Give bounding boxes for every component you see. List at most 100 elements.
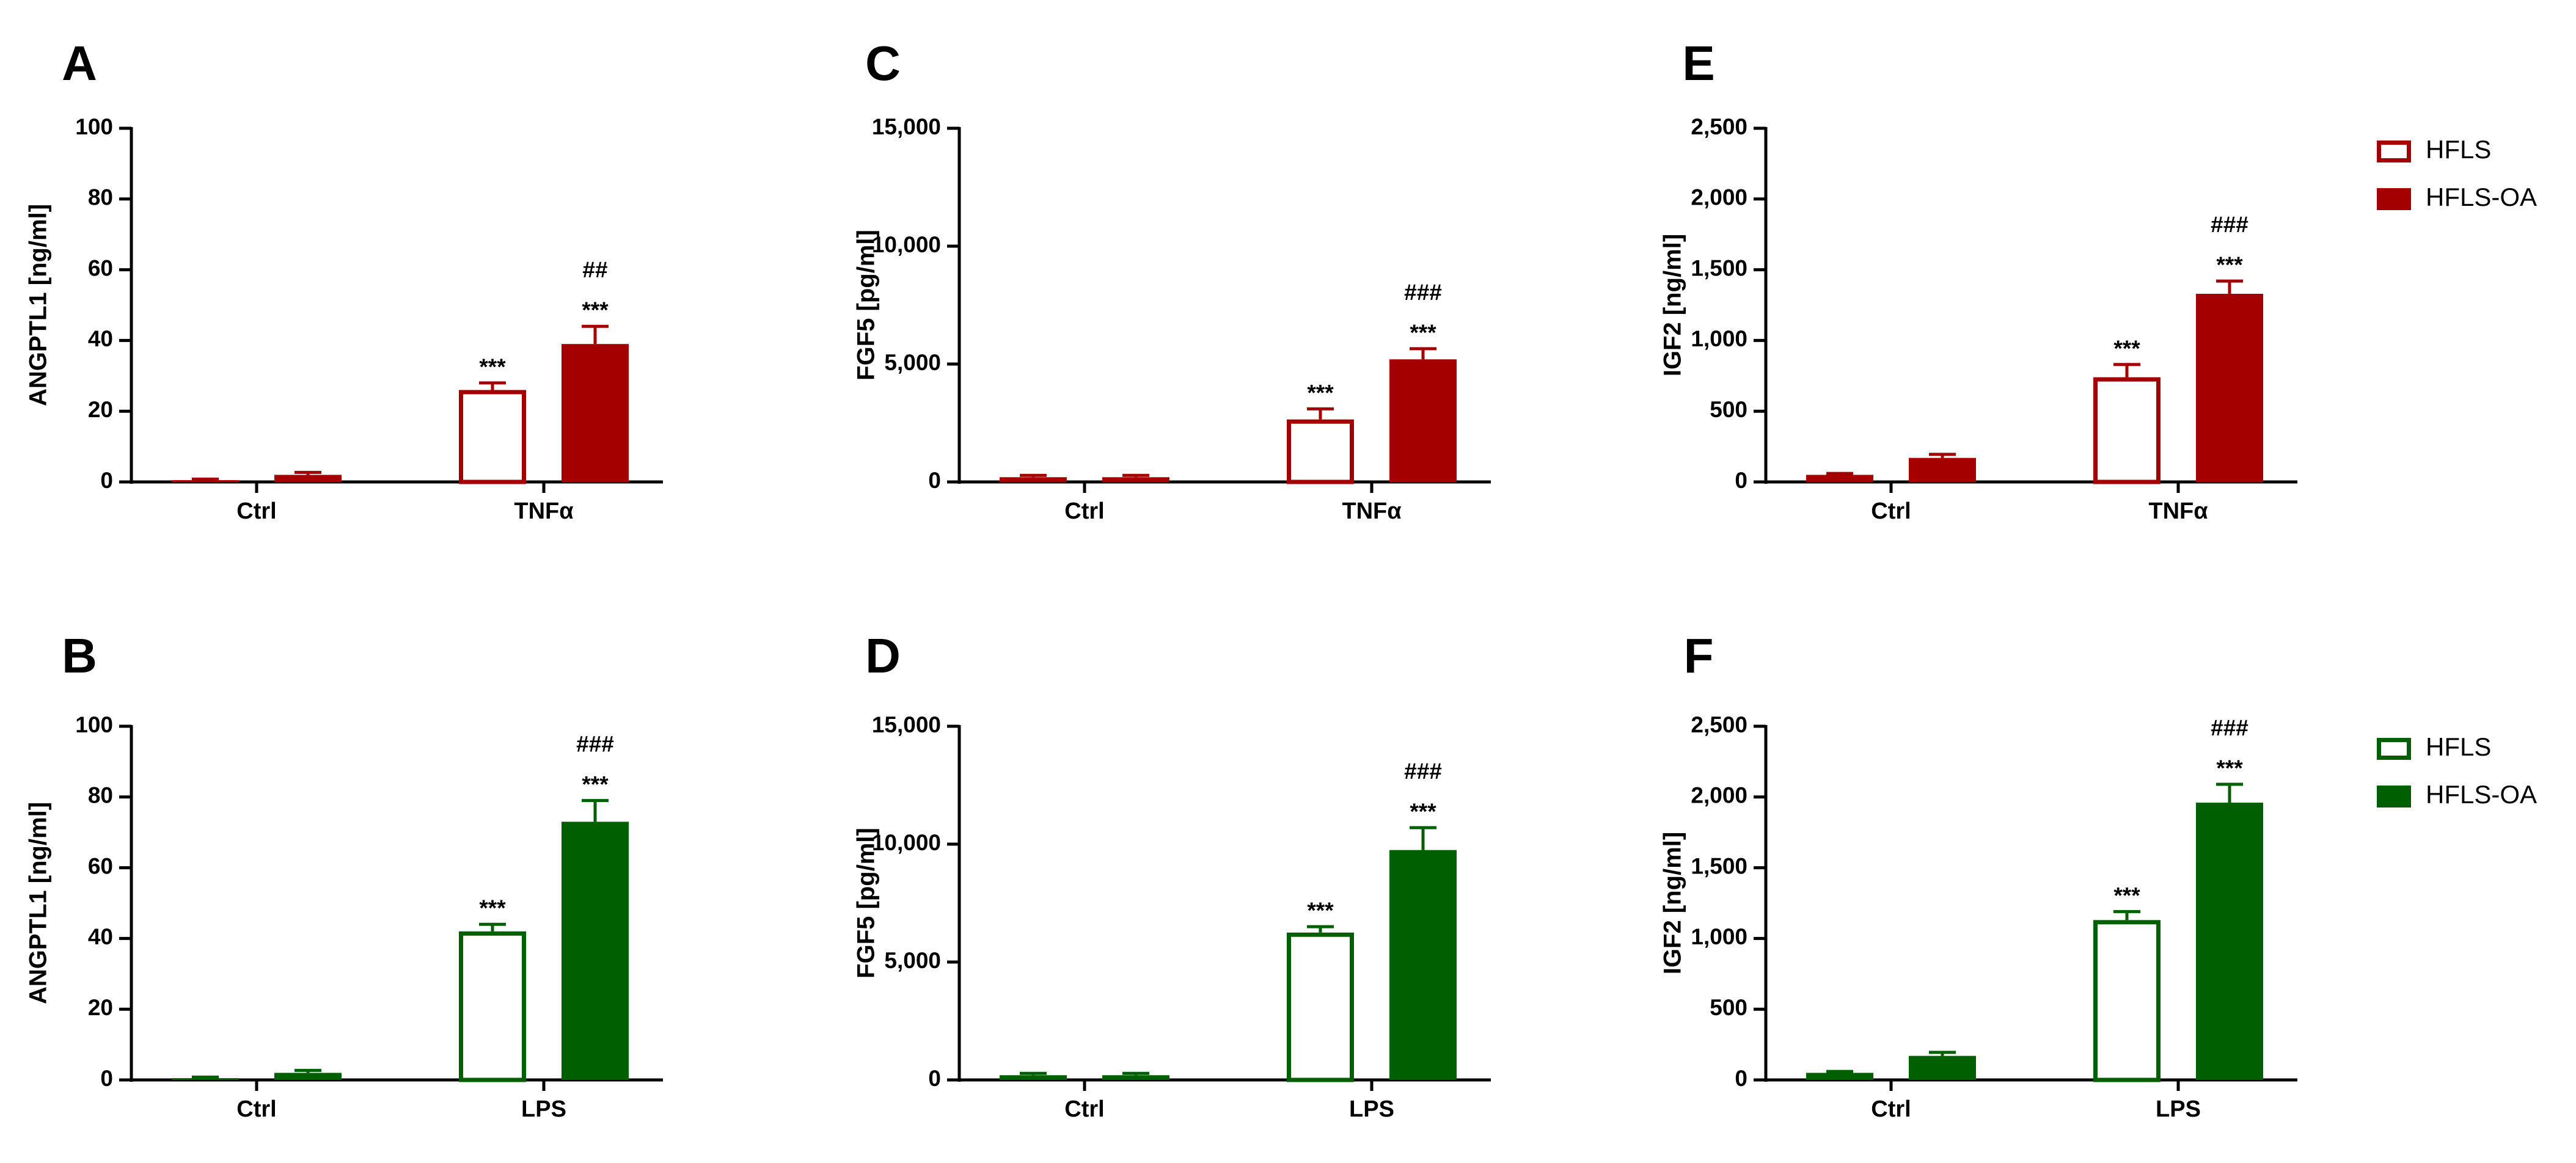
significance-stars: *** [479,354,506,379]
y-tick-label: 1,000 [1691,326,1747,351]
x-category-label: LPS [1349,1096,1394,1122]
legend-swatch-filled [2377,188,2411,210]
legend-swatch-open [2377,140,2411,162]
significance-stars: *** [1307,898,1334,923]
bar-hfls [172,1078,239,1081]
chart-panel-c: C 0 5,000 10,000 15,000 FGF5 [pg/ml] Ctrl TNFα *… [853,36,1491,524]
chart-panel-e: E 0 500 1,000 1,500 2,000 2,500 IGF2 [ng/ml] Ctr… [1659,36,2297,524]
chart-panel-b: B 0 20 40 60 80 100 ANGPTL1 [ng/ml] Ctrl LPS *** **… [25,629,663,1122]
bar-hfls-oa [2196,293,2263,482]
bar-hfls [459,390,526,484]
bar-hfls [1806,1073,1873,1080]
y-tick-label: 0 [928,1066,941,1091]
y-tick-label: 10,000 [872,830,941,855]
bar-hfls-oa [2196,803,2263,1080]
green-legend: HFLS HFLS-OA [2377,732,2537,809]
panel-letter: A [62,36,97,90]
y-tick-label: 2,500 [1691,712,1747,737]
chart-panel-d: D 0 5,000 10,000 15,000 FGF5 [pg/ml] Ctrl LPS **… [853,629,1491,1122]
chart-panel-f: F 0 500 1,000 1,500 2,000 2,500 IGF2 [ng/ml] Ctr… [1659,629,2297,1122]
y-tick-label: 20 [88,397,113,422]
y-tick-label: 0 [100,468,113,493]
significance-stars: *** [479,895,506,921]
y-tick-label: 80 [88,185,113,210]
y-tick-label: 60 [88,853,113,878]
y-axis-title: ANGPTL1 [ng/ml] [25,802,52,1004]
significance-hash: ### [2211,212,2249,237]
bar-hfls [2093,377,2161,484]
x-category-label: Ctrl [1064,498,1104,524]
y-tick-label: 40 [88,326,113,351]
y-tick-label: 500 [1710,397,1747,422]
y-axis-title: IGF2 [ng/ml] [1659,832,1686,974]
bar-hfls-oa [1102,1075,1169,1080]
legend-swatch-filled [2377,786,2411,808]
x-category-label: Ctrl [236,1096,276,1122]
x-category-label: Ctrl [236,498,276,524]
bar-hfls-oa [1389,359,1457,482]
y-tick-label: 0 [1735,1066,1747,1091]
bar-hfls-oa [1102,477,1169,482]
significance-stars: *** [582,297,609,323]
bar-hfls [1000,1075,1067,1080]
significance-stars: *** [1410,320,1436,345]
chart-panel-a: A 0 20 40 60 80 100 ANGPTL1 [ng/ml] Ctrl TNFα *** *… [25,36,663,524]
bar-hfls-oa [274,1073,342,1080]
y-tick-label: 1,000 [1691,924,1747,949]
significance-hash: ### [576,732,614,757]
y-tick-label: 1,500 [1691,853,1747,878]
y-tick-label: 2,500 [1691,114,1747,139]
y-tick-label: 15,000 [872,114,941,139]
legend-swatch-open [2377,738,2411,760]
y-tick-label: 15,000 [872,712,941,737]
y-axis-title: FGF5 [pg/ml] [853,828,880,979]
significance-stars: *** [582,772,609,797]
y-tick-label: 100 [75,114,113,139]
x-category-label: Ctrl [1871,1096,1911,1122]
bar-hfls-oa [562,822,629,1080]
significance-hash: ### [2211,715,2249,740]
y-tick-label: 0 [100,1066,113,1091]
legend-label: HFLS-OA [2426,780,2537,809]
significance-hash: ## [582,257,607,282]
x-category-label: Ctrl [1064,1096,1104,1122]
y-tick-label: 2,000 [1691,783,1747,808]
y-axis-title: IGF2 [ng/ml] [1659,234,1686,376]
panel-letter: F [1684,629,1714,683]
x-category-label: LPS [2156,1096,2201,1122]
y-tick-label: 5,000 [884,948,941,973]
bar-hfls [459,931,526,1082]
significance-stars: *** [2113,336,2140,361]
x-category-label: TNFα [514,498,573,524]
y-tick-label: 80 [88,783,113,808]
significance-hash: ### [1404,280,1442,305]
legend-label: HFLS-OA [2426,183,2537,211]
red-legend: HFLS HFLS-OA [2377,135,2537,211]
y-tick-label: 20 [88,995,113,1020]
x-category-label: LPS [521,1096,566,1122]
y-tick-label: 500 [1710,995,1747,1020]
y-tick-label: 0 [928,468,941,493]
significance-hash: ### [1404,759,1442,784]
x-category-label: TNFα [2148,498,2208,524]
panel-letter: B [62,629,97,683]
y-tick-label: 1,500 [1691,255,1747,280]
bar-hfls-oa [1909,1055,1976,1080]
bar-hfls [1806,475,1873,482]
bar-hfls [2093,920,2161,1082]
bar-hfls [1287,932,1354,1082]
significance-stars: *** [1307,380,1334,405]
significance-stars: *** [2216,252,2243,277]
bar-hfls-oa [562,344,629,482]
bar-hfls-oa [274,475,342,482]
significance-stars: *** [1410,799,1436,824]
y-tick-label: 2,000 [1691,185,1747,210]
panel-letter: D [865,629,901,683]
legend-label: HFLS [2426,732,2491,761]
y-tick-label: 0 [1735,468,1747,493]
bar-hfls [172,480,239,483]
y-tick-label: 10,000 [872,232,941,257]
panel-letter: C [865,36,901,90]
y-axis-title: ANGPTL1 [ng/ml] [25,204,52,406]
